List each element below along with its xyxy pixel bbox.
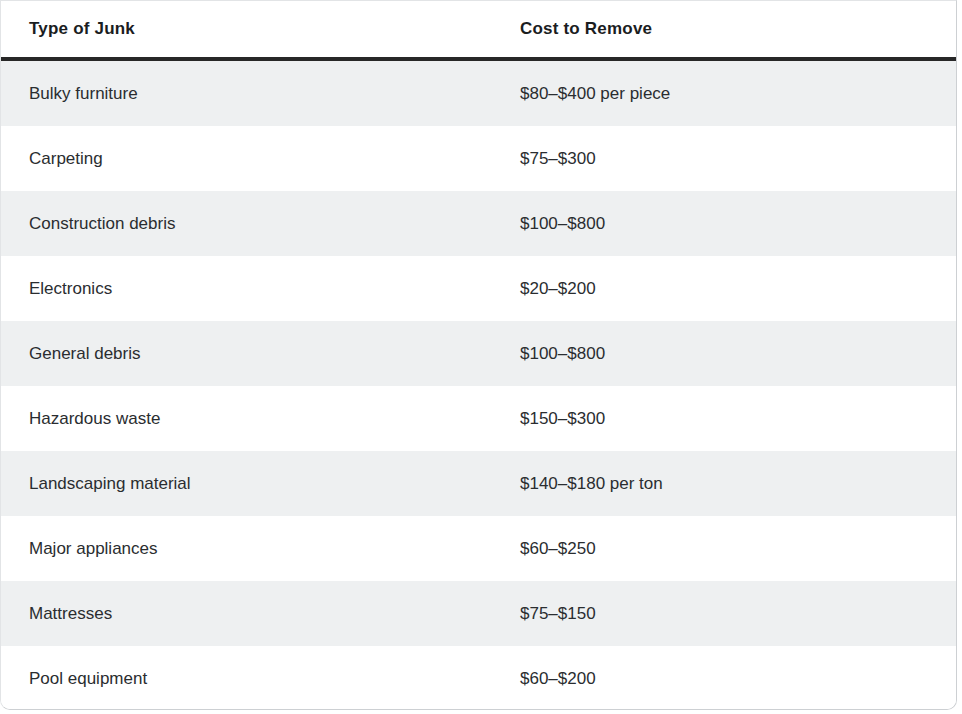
table-row: Hazardous waste $150–$300	[1, 386, 956, 451]
junk-type-cell: Mattresses	[1, 581, 520, 646]
table-row: Major appliances $60–$250	[1, 516, 956, 581]
junk-type-cell: Bulky furniture	[1, 59, 520, 126]
column-header-cost-to-remove: Cost to Remove	[520, 1, 956, 59]
cost-cell: $75–$300	[520, 126, 956, 191]
junk-type-cell: Pool equipment	[1, 646, 520, 710]
cost-table-card: Type of Junk Cost to Remove Bulky furnit…	[0, 0, 957, 710]
column-header-type-of-junk: Type of Junk	[1, 1, 520, 59]
junk-type-cell: General debris	[1, 321, 520, 386]
junk-type-cell: Hazardous waste	[1, 386, 520, 451]
table-row: Landscaping material $140–$180 per ton	[1, 451, 956, 516]
table-row: General debris $100–$800	[1, 321, 956, 386]
junk-type-cell: Electronics	[1, 256, 520, 321]
table-row: Mattresses $75–$150	[1, 581, 956, 646]
junk-type-cell: Major appliances	[1, 516, 520, 581]
cost-cell: $140–$180 per ton	[520, 451, 956, 516]
table-row: Construction debris $100–$800	[1, 191, 956, 256]
cost-cell: $60–$250	[520, 516, 956, 581]
table-body: Bulky furniture $80–$400 per piece Carpe…	[1, 59, 956, 710]
table-row: Carpeting $75–$300	[1, 126, 956, 191]
table-row: Bulky furniture $80–$400 per piece	[1, 59, 956, 126]
cost-cell: $20–$200	[520, 256, 956, 321]
cost-cell: $150–$300	[520, 386, 956, 451]
header-row: Type of Junk Cost to Remove	[1, 1, 956, 59]
cost-cell: $80–$400 per piece	[520, 59, 956, 126]
cost-cell: $75–$150	[520, 581, 956, 646]
table-row: Pool equipment $60–$200	[1, 646, 956, 710]
table-row: Electronics $20–$200	[1, 256, 956, 321]
table-header: Type of Junk Cost to Remove	[1, 1, 956, 59]
cost-cell: $100–$800	[520, 191, 956, 256]
page: Type of Junk Cost to Remove Bulky furnit…	[0, 0, 962, 714]
junk-removal-cost-table: Type of Junk Cost to Remove Bulky furnit…	[1, 1, 956, 710]
cost-cell: $60–$200	[520, 646, 956, 710]
junk-type-cell: Landscaping material	[1, 451, 520, 516]
cost-cell: $100–$800	[520, 321, 956, 386]
junk-type-cell: Carpeting	[1, 126, 520, 191]
junk-type-cell: Construction debris	[1, 191, 520, 256]
